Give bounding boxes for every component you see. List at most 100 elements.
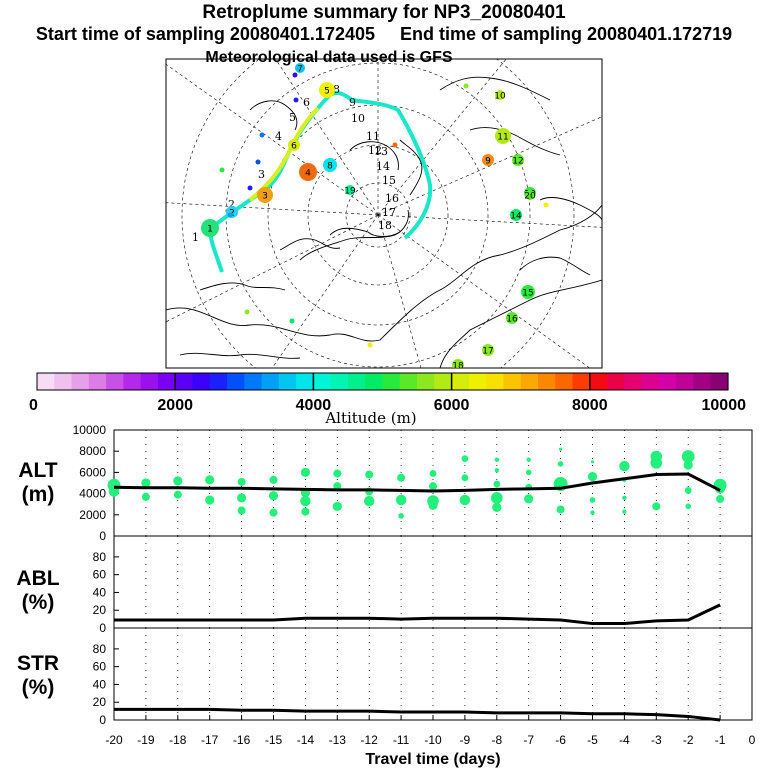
altitude-point — [173, 476, 183, 486]
altitude-point — [269, 475, 278, 484]
x-axis-title: Travel time (days) — [365, 751, 500, 768]
colorbar-swatch — [175, 373, 194, 390]
colorbar-swatch — [192, 373, 211, 390]
altitude-point — [716, 494, 725, 503]
end-time-label: End time of sampling 20080401.172719 — [400, 24, 733, 44]
trajectory-day-label: 12 — [368, 144, 382, 157]
cluster-label: 12 — [512, 157, 523, 167]
altitude-point — [301, 507, 310, 516]
trajectory-day-label: 9 — [349, 96, 356, 109]
colorbar-swatch — [589, 373, 608, 390]
particle-dot — [292, 72, 298, 78]
str-line — [114, 707, 721, 722]
x-tick-label: -11 — [393, 733, 410, 747]
particle-dot — [255, 159, 261, 165]
x-tick-label: -19 — [137, 733, 155, 747]
colorbar-swatch — [365, 373, 384, 390]
y-tick-label: 60 — [93, 568, 107, 582]
altitude-point — [333, 469, 342, 478]
altitude-point — [590, 460, 595, 464]
x-tick-label: -4 — [619, 733, 630, 747]
colorbar-swatch — [313, 373, 332, 390]
colorbar-swatch — [227, 373, 245, 390]
colorbar-swatch — [434, 373, 453, 390]
colorbar-tick-label: 6000 — [434, 397, 470, 414]
altitude-point — [683, 460, 693, 470]
cluster-marker — [201, 219, 219, 237]
cluster-marker — [452, 359, 464, 368]
y-tick-label: 40 — [93, 677, 107, 691]
altitude-point — [205, 475, 215, 485]
x-tick-label: -2 — [683, 733, 694, 747]
altitude-point — [398, 513, 404, 519]
colorbar-swatch — [417, 373, 435, 390]
x-tick-label: 0 — [749, 733, 756, 747]
cluster-marker — [495, 90, 505, 100]
altitude-point — [173, 490, 182, 499]
str-unit-label: (%) — [22, 676, 55, 699]
trajectory-day-label: 14 — [376, 160, 390, 173]
colorbar-swatch — [676, 373, 695, 390]
trajectory-day-label: 17 — [382, 206, 396, 219]
cluster-marker — [482, 154, 494, 166]
colorbar-swatch — [261, 373, 280, 390]
cluster-label: 10 — [494, 92, 506, 102]
trajectory-day-label: 1 — [192, 231, 199, 244]
x-tick-label: -13 — [329, 733, 347, 747]
altitude-point — [205, 495, 215, 505]
cluster-label: 4 — [305, 169, 311, 179]
trajectory-day-label: 13 — [374, 145, 388, 158]
x-tick-label: -10 — [424, 733, 442, 747]
chart-title: Retroplume summary for NP3_20080401 — [202, 2, 566, 23]
y-tick-label: 10000 — [73, 423, 107, 437]
trajectory-day-label: 2 — [228, 198, 235, 211]
altitude-point — [524, 494, 534, 504]
cluster-marker — [482, 344, 494, 356]
colorbar-swatch — [468, 373, 487, 390]
altitude-point — [459, 494, 471, 506]
start-time-label: Start time of sampling 20080401.172405 — [35, 24, 375, 44]
x-tick-label: -9 — [460, 733, 471, 747]
y-tick-label: 8000 — [79, 444, 106, 458]
colorbar-tick-label: 8000 — [572, 397, 608, 414]
particle-dot — [227, 212, 233, 218]
particle-dot — [244, 309, 250, 315]
polar-map: 123456789101112131415161718 123456789101… — [165, 49, 603, 369]
altitude-point — [685, 503, 691, 510]
altitude-point — [494, 468, 499, 473]
cluster-marker — [521, 285, 535, 299]
cluster-marker — [295, 63, 305, 73]
colorbar-swatch — [624, 373, 643, 390]
colorbar-swatch — [451, 373, 470, 390]
colorbar-swatch — [399, 373, 418, 390]
altitude-point — [141, 478, 151, 488]
sampling-times-label: Start time of sampling 20080401.172405 E… — [0, 24, 768, 45]
colorbar-swatch — [572, 373, 591, 390]
colorbar-frame — [36, 372, 729, 391]
x-tick-label: -7 — [523, 733, 534, 747]
particle-dot — [293, 97, 299, 103]
altitude-point — [590, 510, 595, 515]
y-tick-label: 40 — [93, 585, 107, 599]
altitude-point — [684, 487, 692, 494]
panel-frame — [113, 535, 753, 629]
altitude-point — [365, 470, 374, 479]
colorbar-tick-label: 0 — [29, 397, 38, 414]
altitude-point — [237, 493, 247, 503]
trajectory-day-label: 6 — [303, 96, 310, 109]
cluster-marker — [525, 190, 535, 200]
str-label: STR — [17, 652, 59, 675]
particle-dot — [247, 185, 253, 191]
cluster-label: 8 — [327, 162, 333, 172]
x-tick-label: -16 — [233, 733, 251, 747]
trajectory-day-label: 11 — [366, 130, 380, 143]
colorbar-tick-label: 2000 — [157, 397, 193, 414]
colorbar-swatch — [693, 373, 712, 390]
met-data-label: Meteorological data used is GFS — [205, 49, 452, 66]
colorbar-swatch — [641, 373, 660, 390]
x-tick-label: -6 — [555, 733, 566, 747]
altitude-point — [332, 501, 342, 511]
abl-unit-label: (%) — [22, 591, 55, 614]
cluster-label: 15 — [522, 289, 533, 299]
